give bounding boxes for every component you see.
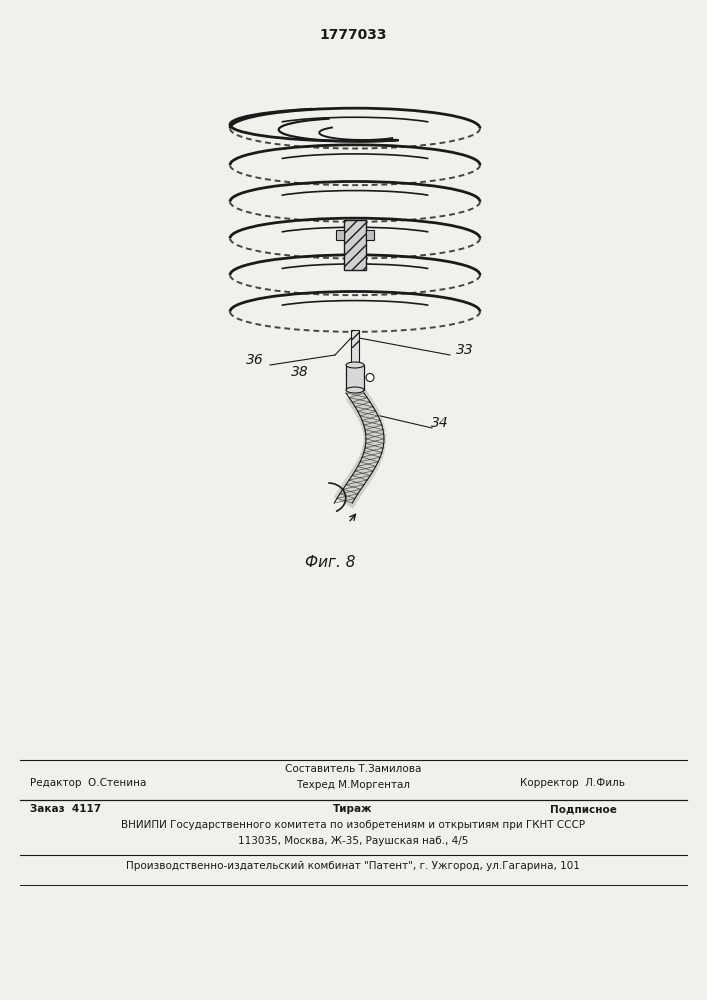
Text: Тираж: Тираж bbox=[333, 804, 373, 814]
Text: Заказ  4117: Заказ 4117 bbox=[30, 804, 101, 814]
Text: 36: 36 bbox=[246, 353, 264, 367]
Bar bbox=[346, 365, 364, 390]
Text: Редактор  О.Стенина: Редактор О.Стенина bbox=[30, 778, 146, 788]
Text: Корректор  Л.Филь: Корректор Л.Филь bbox=[520, 778, 625, 788]
Text: Фиг. 8: Фиг. 8 bbox=[305, 555, 355, 570]
Ellipse shape bbox=[346, 387, 364, 393]
Text: 33: 33 bbox=[456, 343, 474, 357]
Circle shape bbox=[366, 373, 374, 381]
Text: 113035, Москва, Ж-35, Раушская наб., 4/5: 113035, Москва, Ж-35, Раушская наб., 4/5 bbox=[238, 836, 468, 846]
Text: Производственно-издательский комбинат "Патент", г. Ужгород, ул.Гагарина, 101: Производственно-издательский комбинат "П… bbox=[126, 861, 580, 871]
Bar bbox=[336, 230, 344, 240]
Bar bbox=[351, 330, 359, 348]
Text: 1777033: 1777033 bbox=[320, 28, 387, 42]
Text: Техред М.Моргентал: Техред М.Моргентал bbox=[296, 780, 410, 790]
Text: Подписное: Подписное bbox=[550, 804, 617, 814]
Text: 34: 34 bbox=[431, 416, 449, 430]
Ellipse shape bbox=[346, 362, 364, 368]
Bar bbox=[351, 330, 359, 365]
Bar bbox=[344, 220, 366, 270]
Text: ВНИИПИ Государственного комитета по изобретениям и открытиям при ГКНТ СССР: ВНИИПИ Государственного комитета по изоб… bbox=[121, 820, 585, 830]
Text: Составитель Т.Замилова: Составитель Т.Замилова bbox=[285, 764, 421, 774]
Text: 38: 38 bbox=[291, 365, 309, 379]
Bar bbox=[366, 230, 374, 240]
